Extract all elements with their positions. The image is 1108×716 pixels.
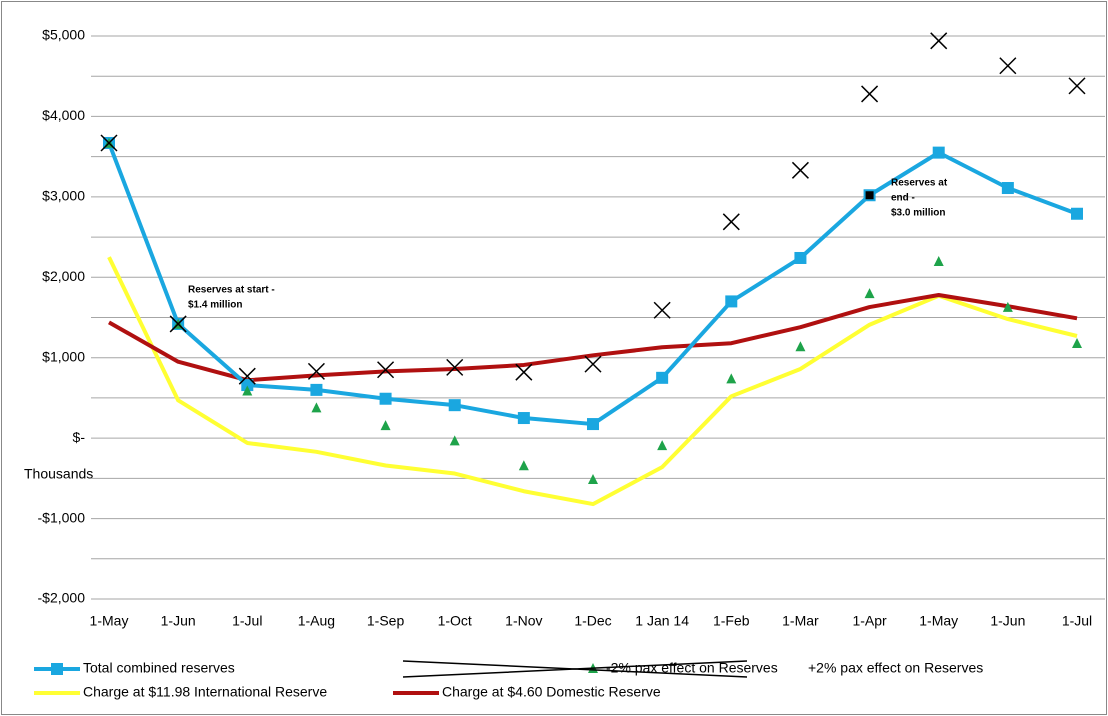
data-point <box>725 295 738 308</box>
data-point <box>238 367 256 385</box>
data-point <box>795 341 806 352</box>
data-point <box>446 358 464 376</box>
data-point <box>379 392 392 405</box>
series-line <box>107 256 1078 507</box>
legend-label: Charge at $4.60 Domestic Reserve <box>442 684 661 700</box>
x-tick-label: 1-Jul <box>1062 613 1092 629</box>
data-point <box>1072 338 1082 349</box>
data-point <box>310 383 323 396</box>
annotation: $3.0 million <box>891 208 945 219</box>
annotation: Reserves at start - <box>188 285 275 296</box>
highlight-marker <box>865 191 874 200</box>
legend-label: Total combined reserves <box>83 660 235 676</box>
data-point <box>307 362 325 380</box>
y-tick-label: $3,000 <box>42 188 85 204</box>
data-point <box>100 134 118 152</box>
x-tick-label: 1-Dec <box>574 613 611 629</box>
data-point <box>587 418 599 431</box>
data-point <box>932 146 945 159</box>
annotation: $1.4 million <box>188 300 242 311</box>
data-point <box>1071 207 1083 220</box>
series-line <box>108 292 1078 383</box>
data-point <box>653 301 671 319</box>
data-point <box>794 251 807 264</box>
data-point <box>518 460 529 471</box>
data-point <box>380 420 391 431</box>
data-point <box>726 373 737 384</box>
data-point <box>861 85 879 103</box>
data-point <box>584 355 602 373</box>
data-point <box>1001 182 1014 195</box>
data-point <box>722 213 740 231</box>
y-tick-label: $4,000 <box>42 107 85 123</box>
data-point <box>377 361 395 379</box>
x-tick-label: 1-Oct <box>438 613 472 629</box>
x-tick-label: 1-May <box>90 613 129 629</box>
x-tick-label: 1-Jun <box>990 613 1025 629</box>
data-point <box>242 385 253 396</box>
x-tick-label: 1-Apr <box>852 613 887 629</box>
data-point <box>657 440 668 451</box>
data-point <box>656 371 669 384</box>
data-point <box>933 256 944 267</box>
y-axis-label: Thousands <box>24 466 93 482</box>
x-tick-label: 1-May <box>919 613 958 629</box>
data-point <box>999 57 1017 75</box>
data-point <box>169 315 187 333</box>
y-tick-label: $1,000 <box>42 348 85 364</box>
y-tick-label: -$2,000 <box>38 590 86 606</box>
data-point <box>588 473 598 484</box>
y-tick-label: -$1,000 <box>38 509 86 525</box>
data-point <box>1002 301 1013 312</box>
x-tick-label: 1 Jan 14 <box>635 613 689 629</box>
legend-label: Charge at $11.98 International Reserve <box>83 684 327 700</box>
x-tick-label: 1-Sep <box>367 613 405 629</box>
data-point <box>864 288 875 299</box>
data-point <box>241 379 254 392</box>
y-tick-label: $- <box>73 429 86 445</box>
x-tick-label: 1-Feb <box>713 613 750 629</box>
y-tick-label: $5,000 <box>42 27 85 43</box>
data-point <box>448 399 461 412</box>
x-tick-label: 1-Aug <box>298 613 335 629</box>
annotation: end - <box>891 193 915 204</box>
legend-marker <box>51 663 63 675</box>
x-tick-label: 1-Jul <box>232 613 262 629</box>
data-point <box>311 402 322 413</box>
data-point <box>515 363 533 381</box>
data-point <box>791 161 809 179</box>
data-point <box>517 412 530 425</box>
data-point <box>1068 77 1086 95</box>
legend-marker <box>402 660 748 678</box>
annotation: Reserves at <box>891 178 948 189</box>
data-point <box>449 435 460 446</box>
legend-label: -2% pax effect on Reserves <box>606 660 778 676</box>
x-tick-label: 1-Jun <box>161 613 196 629</box>
x-tick-label: 1-Mar <box>782 613 819 629</box>
data-point <box>930 32 948 50</box>
y-tick-label: $2,000 <box>42 268 85 284</box>
x-tick-label: 1-Nov <box>505 613 542 629</box>
legend-label: +2% pax effect on Reserves <box>808 660 983 676</box>
